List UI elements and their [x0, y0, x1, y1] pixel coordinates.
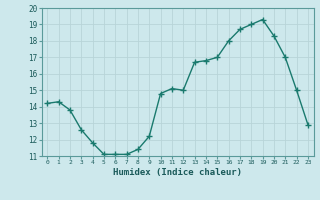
X-axis label: Humidex (Indice chaleur): Humidex (Indice chaleur) — [113, 168, 242, 177]
